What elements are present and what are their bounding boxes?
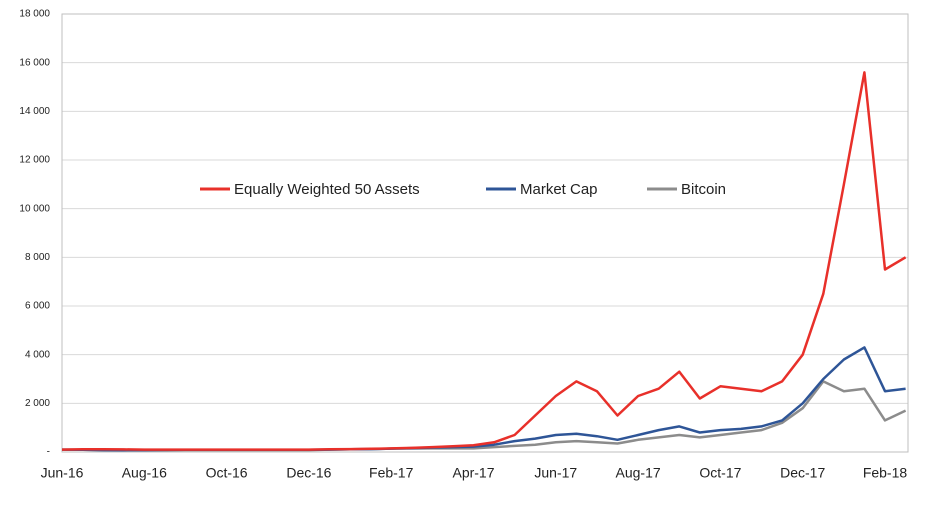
y-tick-label: 12 000 [19, 155, 50, 166]
series-line [61, 71, 907, 451]
y-tick-label: 14 000 [19, 106, 50, 117]
x-tick-label: Aug-16 [122, 465, 167, 481]
x-tick-label: Jun-17 [534, 465, 577, 481]
x-tick-label: Feb-17 [369, 465, 414, 481]
y-tick-label: 4 000 [25, 349, 50, 360]
x-tick-label: Oct-16 [206, 465, 248, 481]
series-line [61, 346, 906, 452]
plot-frame [61, 13, 909, 453]
y-tick-label: 8 000 [25, 252, 50, 263]
y-tick-label: 10 000 [19, 203, 50, 214]
series-line [61, 380, 907, 452]
y-tick-label: 16 000 [19, 57, 50, 68]
x-tick-label: Feb-18 [863, 465, 908, 481]
legend-label: Equally Weighted 50 Assets [234, 181, 420, 198]
x-tick-label: Apr-17 [452, 465, 494, 481]
y-tick-label: 18 000 [19, 9, 50, 20]
y-tick-label: 6 000 [25, 301, 50, 312]
y-tick-label: - [47, 447, 50, 458]
x-tick-label: Jun-16 [41, 465, 84, 481]
y-tick-label: 2 000 [25, 398, 50, 409]
x-tick-label: Oct-17 [699, 465, 741, 481]
legend-label: Bitcoin [681, 181, 726, 198]
x-tick-label: Aug-17 [616, 465, 661, 481]
x-tick-label: Dec-16 [286, 465, 331, 481]
legend-label: Market Cap [520, 181, 598, 198]
x-tick-label: Dec-17 [780, 465, 825, 481]
